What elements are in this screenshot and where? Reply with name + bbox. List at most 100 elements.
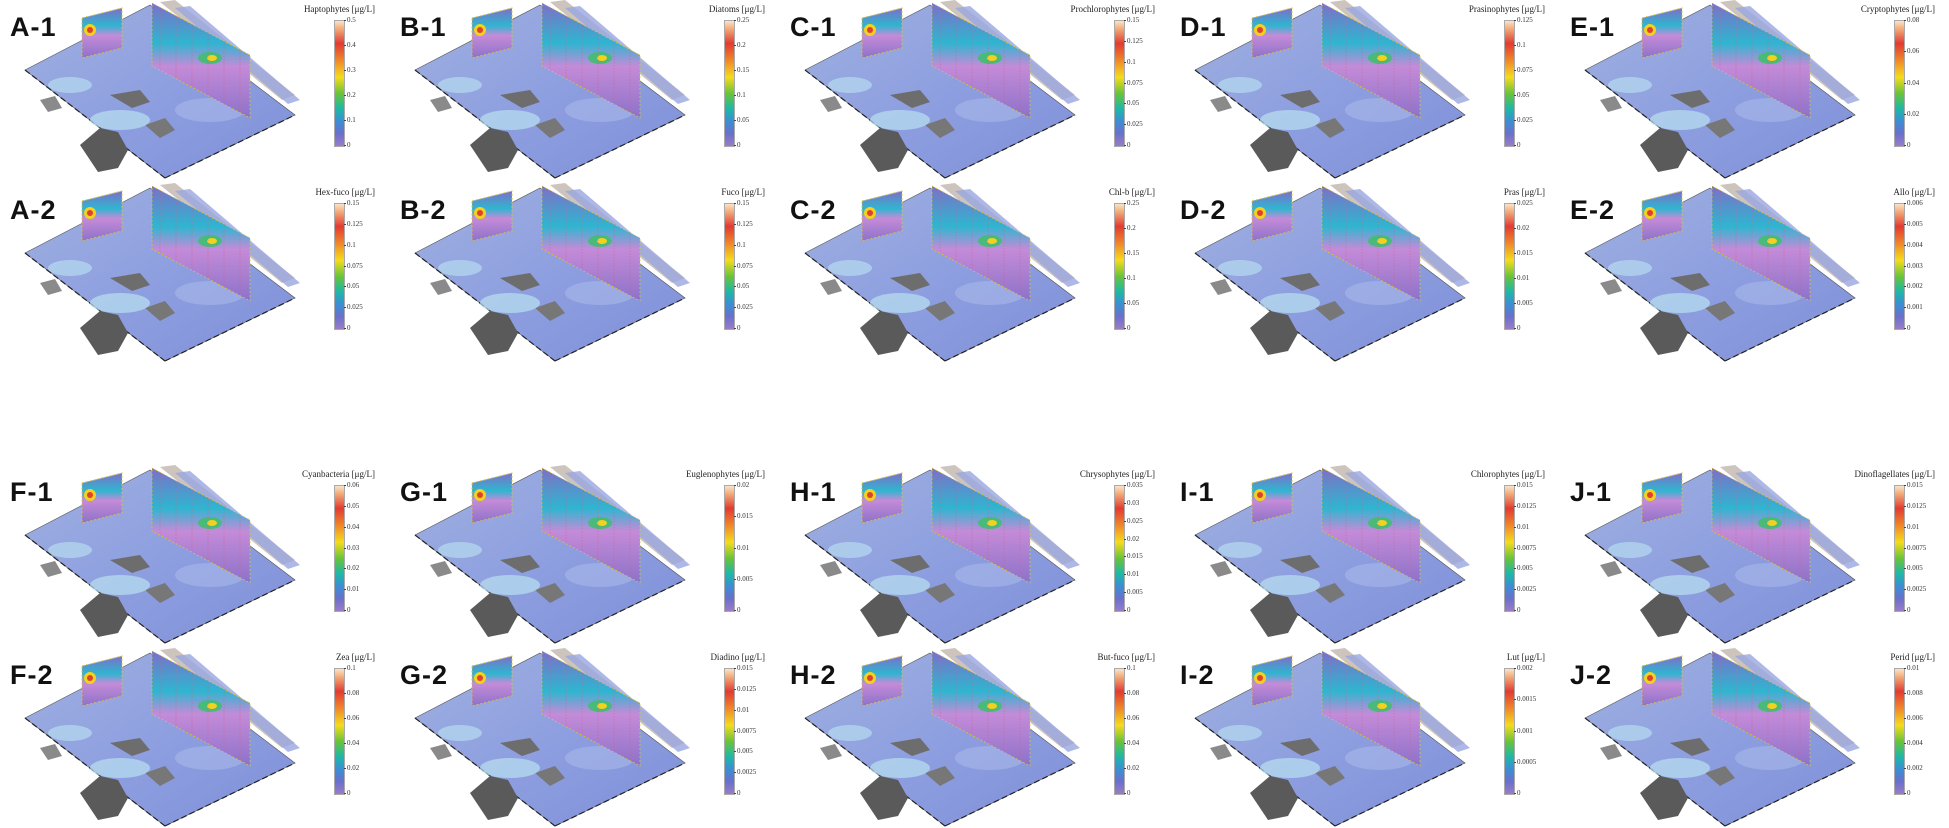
colorbar-tick-label: 0.01 [1513, 274, 1530, 282]
colorbar-tick-label: 0.15 [343, 199, 360, 207]
map-3d-scene [1194, 0, 1470, 179]
colorbar-tick-label: 0.1 [1124, 274, 1136, 282]
colorbar-tick-label: 0.0125 [1513, 501, 1537, 510]
colorbar-tick-label: 0.005 [734, 574, 753, 583]
figure-panel: F-2 Zea [μg/L] 0.1 0.08 0.06 0.04 0.02 0 [0, 648, 389, 828]
colorbar-tick-label: 0.005 [1904, 564, 1923, 573]
colorbar-title: Haptophytes [μg/L] [303, 4, 375, 14]
map-3d-scene [1584, 0, 1860, 179]
colorbar-tick-label: 0.25 [1123, 199, 1140, 207]
landmass [430, 273, 565, 355]
figure-panel: B-1 Diatoms [μg/L] 0.25 0.2 0.15 0.1 0.05 0 [390, 0, 779, 180]
colorbar [1894, 668, 1905, 795]
landmass [1210, 273, 1345, 355]
colorbar-tick-label: 0.1 [734, 91, 746, 99]
colorbar-ticks: 0.02 0.015 0.01 0.005 0 [733, 481, 771, 614]
colorbar-tick-label: 0.05 [1123, 99, 1140, 108]
vertical-section-right [541, 185, 641, 302]
figure-panel: D-1 Prasinophytes [μg/L] 0.125 0.1 0.075 0.05… [1170, 0, 1559, 180]
colorbar-title: Chl-b [μg/L] [1108, 187, 1155, 197]
colorbar-tick-label: 0.002 [1514, 664, 1533, 672]
colorbar-tick-label: 0.02 [1123, 764, 1140, 772]
vertical-section-right [151, 185, 251, 302]
colorbar-tick-label: 0.03 [1123, 498, 1140, 507]
colorbar-tick-label: 0.25 [733, 16, 750, 24]
colorbar [1504, 20, 1515, 147]
figure-panel: D-2 Pras [μg/L] 0.025 0.02 0.015 0.01 0.005 0 [1170, 183, 1559, 363]
colorbar-ticks: 0.125 0.1 0.075 0.05 0.025 0 [1513, 16, 1551, 149]
panel-label: B-1 [400, 12, 447, 42]
colorbar-tick-label: 0.002 [1904, 282, 1923, 291]
colorbar-tick-label: 0.003 [1904, 261, 1923, 270]
map-3d-scene [804, 183, 1080, 362]
colorbar-tick-label: 0.1 [1514, 41, 1526, 49]
figure-panel: C-2 Chl-b [μg/L] 0.25 0.2 0.15 0.1 0.05 0 [780, 183, 1169, 363]
map-3d-scene [24, 648, 300, 827]
landmass [820, 555, 955, 637]
colorbar-ticks: 0.15 0.125 0.1 0.075 0.05 0.025 0 [1123, 16, 1161, 149]
colorbar-tick-label: 0.06 [1123, 714, 1140, 722]
vertical-section-right [541, 650, 641, 767]
colorbar-tick-label: 0.005 [734, 747, 753, 756]
map-3d-scene [1194, 183, 1470, 362]
colorbar-tick-label: 0 [344, 789, 351, 797]
colorbar-title: Lut [μg/L] [1506, 652, 1545, 662]
colorbar-title: Diatoms [μg/L] [708, 4, 765, 14]
colorbar-tick-label: 0.015 [1124, 552, 1143, 561]
colorbar [1114, 485, 1125, 612]
map-3d-scene [804, 648, 1080, 827]
vertical-section-right [1711, 650, 1811, 767]
colorbar-tick-label: 0.025 [734, 303, 753, 312]
panel-label: C-1 [790, 12, 837, 42]
landmass [1600, 273, 1735, 355]
colorbar-tick-label: 0.06 [343, 714, 360, 722]
colorbar-tick-label: 0.1 [344, 664, 356, 672]
colorbar-title: Diadino [μg/L] [710, 652, 765, 662]
colorbar-ticks: 0.15 0.125 0.1 0.075 0.05 0.025 0 [343, 199, 381, 332]
landmass [430, 738, 565, 820]
colorbar-tick-label: 0.0025 [1513, 585, 1537, 594]
colorbar-title: Cryptophytes [μg/L] [1860, 4, 1935, 14]
colorbar-ticks: 0.1 0.08 0.06 0.04 0.02 0 [1123, 664, 1161, 797]
figure-panel: E-2 Allo [μg/L] 0.006 0.005 0.004 0.003 0.002 0… [1560, 183, 1949, 363]
colorbar-tick-label: 0.3 [344, 66, 356, 74]
colorbar [334, 20, 345, 147]
colorbar-tick-label: 0 [344, 324, 351, 332]
landmass [820, 738, 955, 820]
vertical-section-right [1321, 185, 1421, 302]
colorbar-tick-label: 0.015 [734, 664, 753, 672]
colorbar-tick-label: 0.04 [1903, 78, 1920, 87]
colorbar-tick-label: 0.1 [344, 240, 356, 249]
colorbar-tick-label: 0.02 [1123, 534, 1140, 543]
landmass [1210, 555, 1345, 637]
colorbar-ticks: 0.002 0.0015 0.001 0.0005 0 [1513, 664, 1551, 797]
colorbar-title: Pras [μg/L] [1503, 187, 1545, 197]
panel-label: J-1 [1570, 477, 1613, 507]
colorbar-tick-label: 0.075 [344, 261, 363, 270]
colorbar-tick-label: 0.2 [344, 91, 356, 99]
vertical-section-left [861, 655, 903, 707]
vertical-section-right [931, 2, 1031, 119]
map-3d-scene [1194, 648, 1470, 827]
vertical-section-left [861, 190, 903, 242]
vertical-section-left [1251, 7, 1293, 59]
vertical-section-right [1321, 650, 1421, 767]
colorbar-tick-label: 0.125 [344, 219, 363, 228]
colorbar-ticks: 0.035 0.03 0.025 0.02 0.015 0.01 0.005 0 [1123, 481, 1161, 614]
panel-label: H-2 [790, 660, 837, 690]
panel-label: C-2 [790, 195, 837, 225]
colorbar-tick-label: 0.2 [1124, 224, 1136, 232]
colorbar-tick-label: 0 [1124, 324, 1131, 332]
figure-panel: G-2 Diadino [μg/L] 0.015 0.0125 0.01 0.0075 0.… [390, 648, 779, 828]
colorbar-tick-label: 0.02 [343, 764, 360, 772]
colorbar [1894, 203, 1905, 330]
colorbar-tick-label: 0.15 [733, 199, 750, 207]
landmass [1600, 555, 1735, 637]
landmass [1210, 738, 1345, 820]
colorbar-tick-label: 0 [734, 141, 741, 149]
colorbar-tick-label: 0.08 [343, 689, 360, 697]
colorbar-tick-label: 0.05 [733, 282, 750, 291]
colorbar-tick-label: 0.02 [733, 481, 750, 489]
colorbar-tick-label: 0.02 [343, 564, 360, 573]
colorbar-tick-label: 0.15 [733, 66, 750, 74]
